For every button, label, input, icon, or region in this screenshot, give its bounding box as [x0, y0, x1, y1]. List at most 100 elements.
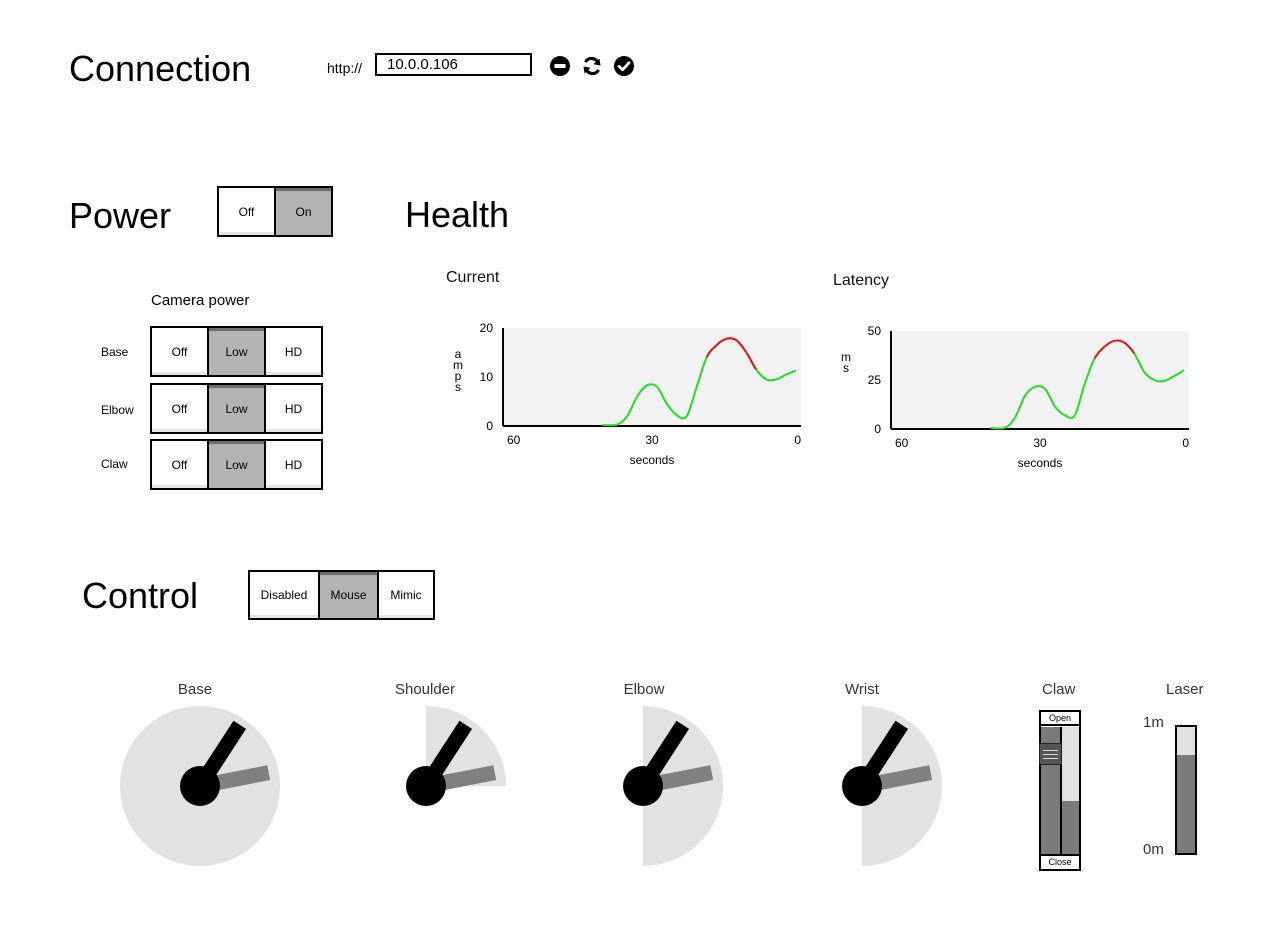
camera-row-label-claw: Claw	[101, 457, 128, 471]
latency-chart-line-segment	[1133, 352, 1146, 373]
camera-claw-option-hd[interactable]: HD	[264, 441, 321, 488]
current-chart-x-label: seconds	[630, 453, 675, 467]
current-chart-line-segment	[735, 339, 748, 354]
current-chart-line-segment	[726, 337, 738, 342]
current-chart-line-segment	[676, 414, 688, 420]
current-chart-line-segment	[715, 337, 727, 346]
current-chart-y-label-letter: p	[455, 369, 462, 383]
url-prefix-label: http://	[327, 60, 363, 76]
wrist-dial-hub	[842, 766, 882, 806]
camera-claw-option-low[interactable]: Low	[207, 441, 264, 488]
current-chart-line-segment	[666, 403, 678, 417]
latency-chart-line-segment	[1153, 379, 1165, 383]
current-chart-line-segment	[656, 386, 668, 405]
latency-chart-line-segment	[1103, 339, 1115, 348]
camera-toggle-elbow: Off Low HD	[150, 383, 323, 434]
current-chart-y-label-letter: s	[455, 380, 461, 394]
current-chart-line-segment	[785, 369, 797, 376]
latency-chart-line-segment	[1064, 414, 1076, 419]
latency-chart-x-tick: 0	[1182, 436, 1189, 450]
laser-gauge	[1175, 725, 1197, 855]
wrist-dial-label: Wrist	[845, 681, 879, 698]
claw-open-label[interactable]: Open	[1041, 712, 1079, 726]
camera-toggle-claw: Off Low HD	[150, 439, 323, 490]
claw-title: Claw	[1042, 681, 1076, 698]
current-chart-line-segment	[602, 423, 618, 427]
latency-chart-y-tick: 25	[868, 373, 882, 387]
laser-title: Laser	[1166, 681, 1204, 698]
camera-elbow-option-off[interactable]: Off	[152, 385, 207, 432]
power-option-off[interactable]: Off	[219, 188, 274, 235]
current-chart-line-segment	[626, 396, 638, 417]
latency-chart-title: Latency	[833, 272, 890, 289]
claw-target-fill	[1062, 801, 1079, 854]
power-title: Power	[69, 195, 172, 236]
shoulder-dial-hub	[406, 766, 446, 806]
latency-chart-line-segment	[1123, 341, 1136, 355]
joint-dials	[120, 706, 942, 866]
control-option-mimic[interactable]: Mimic	[377, 572, 433, 618]
current-chart-line-segment	[705, 344, 718, 358]
health-title: Health	[405, 194, 510, 235]
elbow-dial-label: Elbow	[623, 681, 665, 698]
latency-chart: 50 25 0 60 30 0 seconds ms	[841, 324, 1189, 470]
current-chart-y-tick: 0	[486, 419, 493, 433]
connection-title: Connection	[69, 48, 252, 89]
camera-base-option-off[interactable]: Off	[152, 328, 207, 375]
latency-chart-x-label: seconds	[1018, 456, 1063, 470]
camera-elbow-option-low[interactable]: Low	[207, 385, 264, 432]
control-option-mouse[interactable]: Mouse	[318, 572, 377, 618]
latency-chart-line-segment	[1024, 385, 1036, 397]
camera-row-label-base: Base	[101, 345, 129, 359]
claw-close-label[interactable]: Close	[1048, 857, 1072, 867]
latency-chart-y-tick: 50	[868, 324, 882, 338]
base-dial-hub	[180, 766, 220, 806]
current-chart-line-segment	[765, 378, 777, 382]
latency-chart-line-segment	[990, 426, 1006, 430]
check-circle-icon[interactable]	[614, 56, 634, 76]
current-chart-y-tick: 20	[480, 321, 494, 335]
camera-base-option-hd[interactable]: HD	[264, 328, 321, 375]
current-chart-line-segment	[755, 369, 767, 381]
latency-chart-y-label-letter: s	[843, 361, 849, 375]
current-chart-line-segment	[695, 356, 708, 388]
address-input[interactable]	[375, 53, 532, 76]
latency-chart-x-tick: 30	[1033, 436, 1047, 450]
latency-chart-line-segment	[1073, 383, 1086, 416]
camera-power-title: Camera power	[151, 292, 250, 309]
camera-elbow-option-hd[interactable]: HD	[264, 385, 321, 432]
latency-chart-y-tick: 0	[874, 422, 881, 436]
latency-chart-line-segment	[1173, 369, 1185, 377]
refresh-icon[interactable]	[582, 56, 602, 76]
current-chart-y-label-letter: a	[455, 347, 462, 361]
current-chart-line-segment	[646, 383, 658, 388]
claw-slider[interactable]: Open Close	[1039, 710, 1081, 871]
control-mode-toggle: Disabled Mouse Mimic	[248, 570, 435, 620]
camera-base-option-low[interactable]: Low	[207, 328, 264, 375]
power-option-on[interactable]: On	[274, 188, 331, 235]
minus-circle-icon[interactable]	[550, 56, 570, 76]
laser-min-label: 0m	[1143, 841, 1164, 858]
camera-claw-option-off[interactable]: Off	[152, 441, 207, 488]
current-chart-plot-area	[503, 328, 801, 426]
claw-slider-handle[interactable]	[1039, 743, 1062, 765]
control-option-disabled[interactable]: Disabled	[250, 572, 318, 618]
latency-chart-line-segment	[1034, 385, 1046, 390]
latency-chart-y-label-letter: m	[841, 350, 851, 364]
latency-chart-line-segment	[1014, 395, 1026, 418]
claw-track-target	[1062, 727, 1079, 854]
current-chart-x-tick: 30	[645, 433, 659, 447]
current-chart-line-segment	[685, 386, 698, 417]
latency-chart-plot-area	[891, 331, 1189, 429]
latency-chart-line-segment	[1143, 371, 1155, 381]
latency-chart-x-tick: 60	[895, 436, 909, 450]
current-chart-x-tick: 0	[794, 433, 801, 447]
shoulder-dial-label: Shoulder	[394, 681, 456, 698]
latency-chart-line-segment	[1163, 375, 1175, 382]
elbow-dial-hub	[623, 766, 663, 806]
latency-chart-line-segment	[1044, 388, 1056, 408]
camera-toggle-base: Off Low HD	[150, 326, 323, 377]
laser-distance-fill	[1177, 755, 1195, 853]
latency-chart-line-segment	[1004, 416, 1017, 429]
